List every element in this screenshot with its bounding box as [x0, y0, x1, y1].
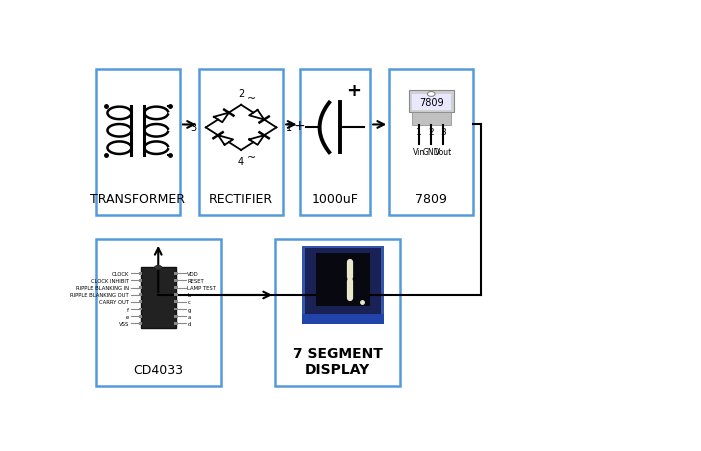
Text: c: c: [187, 299, 190, 305]
Text: 3: 3: [440, 128, 446, 137]
Text: 4: 4: [238, 157, 244, 167]
Ellipse shape: [154, 266, 162, 270]
Bar: [139, 322, 142, 325]
Text: CD4033: CD4033: [133, 363, 183, 376]
FancyBboxPatch shape: [299, 70, 370, 216]
Text: 1000uF: 1000uF: [311, 193, 358, 206]
Bar: [175, 315, 177, 318]
FancyBboxPatch shape: [141, 268, 176, 329]
Text: VSS: VSS: [118, 321, 129, 326]
Text: +: +: [346, 82, 361, 100]
FancyBboxPatch shape: [305, 249, 381, 315]
FancyBboxPatch shape: [302, 315, 383, 324]
Text: RESET: RESET: [187, 278, 204, 283]
Text: TRANSFORMER: TRANSFORMER: [90, 193, 185, 206]
FancyBboxPatch shape: [411, 95, 451, 111]
Text: GND: GND: [423, 147, 440, 156]
Bar: [175, 322, 177, 325]
Bar: [139, 315, 142, 318]
Text: CLOCK: CLOCK: [112, 271, 129, 276]
FancyBboxPatch shape: [411, 112, 451, 125]
Text: Vin: Vin: [413, 147, 426, 156]
Text: d: d: [187, 321, 191, 326]
FancyBboxPatch shape: [409, 91, 454, 113]
Text: RIPPLE BLANKING IN: RIPPLE BLANKING IN: [76, 285, 129, 290]
Bar: [139, 301, 142, 304]
FancyBboxPatch shape: [275, 240, 400, 386]
Bar: [139, 272, 142, 275]
Text: 2: 2: [428, 128, 434, 137]
Text: e: e: [126, 314, 129, 319]
Text: ~: ~: [247, 152, 256, 162]
FancyBboxPatch shape: [389, 70, 473, 216]
Text: 2: 2: [238, 89, 244, 99]
Text: RIPPLE BLANKING OUT: RIPPLE BLANKING OUT: [70, 293, 129, 298]
Bar: [139, 279, 142, 282]
Text: ~: ~: [247, 94, 256, 104]
FancyBboxPatch shape: [96, 70, 180, 216]
Text: CARRY OUT: CARRY OUT: [99, 299, 129, 305]
Text: 1: 1: [416, 128, 422, 137]
Text: VDD: VDD: [187, 271, 199, 276]
Bar: [139, 308, 142, 311]
Bar: [139, 286, 142, 289]
Bar: [175, 294, 177, 296]
FancyBboxPatch shape: [315, 254, 370, 307]
Text: Vout: Vout: [435, 147, 452, 156]
Text: a: a: [187, 314, 191, 319]
Text: -: -: [184, 118, 189, 132]
Bar: [139, 294, 142, 296]
Bar: [175, 308, 177, 311]
Text: 1: 1: [286, 123, 292, 133]
Text: b: b: [187, 293, 191, 298]
Bar: [175, 279, 177, 282]
Text: 3: 3: [190, 123, 196, 133]
Text: g: g: [187, 307, 191, 312]
Text: CLOCK INHIBIT: CLOCK INHIBIT: [91, 278, 129, 283]
FancyBboxPatch shape: [302, 247, 383, 316]
FancyBboxPatch shape: [199, 70, 283, 216]
Text: 7 SEGMENT
DISPLAY: 7 SEGMENT DISPLAY: [292, 346, 383, 376]
Text: +: +: [294, 118, 306, 132]
Text: 7809: 7809: [415, 193, 447, 206]
Text: LAMP TEST: LAMP TEST: [187, 285, 217, 290]
Bar: [175, 301, 177, 304]
FancyBboxPatch shape: [96, 240, 221, 386]
Bar: [175, 272, 177, 275]
Text: 7809: 7809: [419, 98, 444, 108]
Bar: [175, 286, 177, 289]
Text: f: f: [128, 307, 129, 312]
Text: RECTIFIER: RECTIFIER: [209, 193, 273, 206]
Circle shape: [428, 92, 435, 97]
